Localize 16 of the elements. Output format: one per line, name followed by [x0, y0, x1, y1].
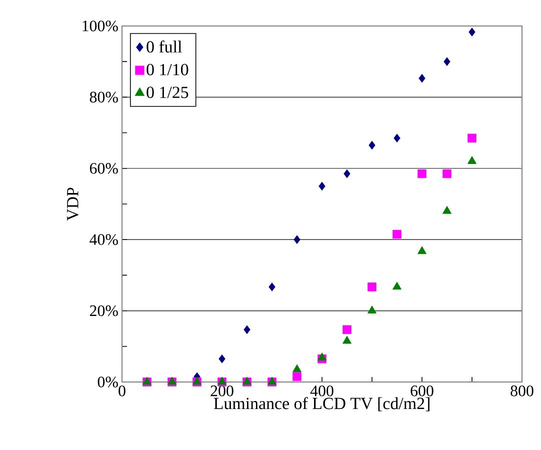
y-tick-label: 100%	[82, 20, 118, 32]
x-tick-label: 600	[410, 386, 434, 396]
y-tick-label: 80%	[90, 92, 118, 103]
legend-label: 0 1/10	[146, 64, 188, 76]
x-tick-label: 200	[210, 386, 234, 396]
y-tick-label: 0%	[98, 376, 118, 388]
y-tick-label: 20%	[90, 305, 118, 316]
y-tick-label: 40%	[90, 234, 118, 245]
x-tick-label: 0	[118, 386, 126, 396]
x-tick-label: 800	[510, 386, 534, 396]
y-tick-label: 60%	[90, 162, 118, 174]
y-axis-title: VDP	[67, 188, 78, 221]
x-tick-label: 400	[310, 386, 334, 396]
x-axis-title: Luminance of LCD TV [cd/m2]	[214, 397, 430, 412]
legend-label: 0 1/25	[146, 86, 188, 98]
legend-label: 0 full	[146, 40, 182, 53]
